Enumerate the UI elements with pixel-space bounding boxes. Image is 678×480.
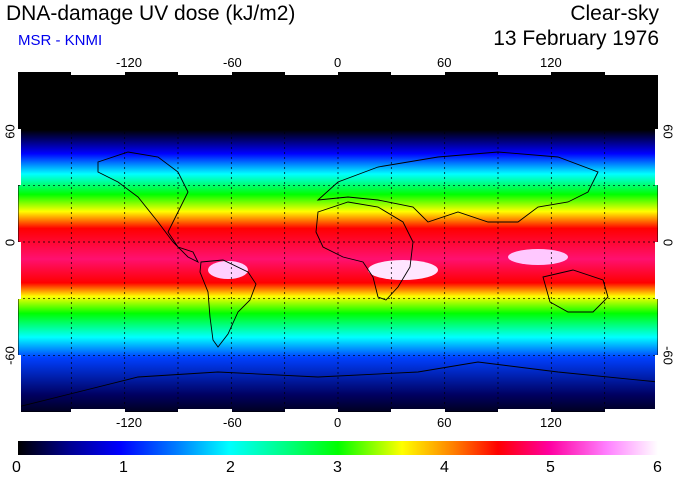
lon-tick-top-60e: 60 xyxy=(437,55,452,70)
lon-tick-top-120e: 120 xyxy=(540,55,562,70)
high-dose-patch-maritime xyxy=(508,249,568,265)
frame-bar-right-2 xyxy=(655,242,658,299)
colorbar-label-4: 4 xyxy=(440,459,449,476)
lat-tick-right-60n: 60 xyxy=(660,124,676,139)
frame-bar-bottom-6 xyxy=(605,409,658,412)
lat-tick-left-0: 0 xyxy=(2,238,18,247)
coastlines xyxy=(18,151,658,408)
lon-tick-bottom-120w: -120 xyxy=(116,415,143,430)
frame-bar-top-6 xyxy=(605,72,658,75)
frame-bar-left-1 xyxy=(18,129,21,185)
uv-dose-map xyxy=(18,72,658,412)
coast-eurasia xyxy=(316,151,599,223)
frame-bar-left-2 xyxy=(18,242,21,299)
frame-tick-bars xyxy=(18,72,658,412)
high-dose-patch-africa xyxy=(368,260,438,280)
colorbar-gradient xyxy=(18,441,658,455)
lon-tick-top-60w: -60 xyxy=(223,55,242,70)
coast-antarctica xyxy=(18,361,658,408)
lat-tick-left-60n: 60 xyxy=(2,124,18,139)
frame-bar-top-4 xyxy=(391,72,445,75)
colorbar-label-5: 5 xyxy=(546,459,555,476)
frame-bar-bottom-3 xyxy=(285,409,338,412)
lat-tick-right-0: 0 xyxy=(660,238,676,247)
frame-bar-bottom-1 xyxy=(71,409,125,412)
colorbar-label-3: 3 xyxy=(333,459,342,476)
source-label: MSR - KNMI xyxy=(18,32,103,49)
lat-tick-left-60s: -60 xyxy=(2,346,18,365)
frame-bar-bottom-4 xyxy=(391,409,445,412)
coast-australia xyxy=(542,269,609,313)
frame-bar-bottom-5 xyxy=(498,409,551,412)
map-title: DNA-damage UV dose (kJ/m2) xyxy=(6,2,296,25)
sky-condition-label: Clear-sky xyxy=(570,2,659,25)
lon-tick-bottom-0: 0 xyxy=(334,415,342,430)
colorbar-label-1: 1 xyxy=(119,459,128,476)
frame-bar-right-3 xyxy=(655,355,658,412)
frame-bar-bottom-2 xyxy=(178,409,232,412)
high-dose-patch-south-america xyxy=(208,261,248,279)
frame-bar-right-1 xyxy=(655,129,658,185)
date-label: 13 February 1976 xyxy=(493,27,659,50)
colorbar-label-0: 0 xyxy=(12,459,21,476)
lon-tick-bottom-120e: 120 xyxy=(540,415,562,430)
lon-tick-bottom-60e: 60 xyxy=(437,415,452,430)
graticule xyxy=(18,72,658,412)
frame-bar-left-3 xyxy=(18,355,21,412)
frame-bar-top-3 xyxy=(285,72,338,75)
colorbar-label-6: 6 xyxy=(653,459,662,476)
lat-tick-right-60s: -60 xyxy=(660,346,676,365)
coast-north-america xyxy=(97,151,200,264)
frame-bar-top-2 xyxy=(178,72,232,75)
colorbar-label-2: 2 xyxy=(226,459,235,476)
lon-tick-top-0: 0 xyxy=(334,55,342,70)
lon-tick-top-120w: -120 xyxy=(116,55,143,70)
colorbar xyxy=(18,441,658,455)
frame-bar-top-5 xyxy=(498,72,551,75)
frame-bar-top-1 xyxy=(71,72,125,75)
coast-africa xyxy=(315,201,414,301)
coast-south-america xyxy=(199,259,257,348)
lon-tick-bottom-60w: -60 xyxy=(223,415,242,430)
